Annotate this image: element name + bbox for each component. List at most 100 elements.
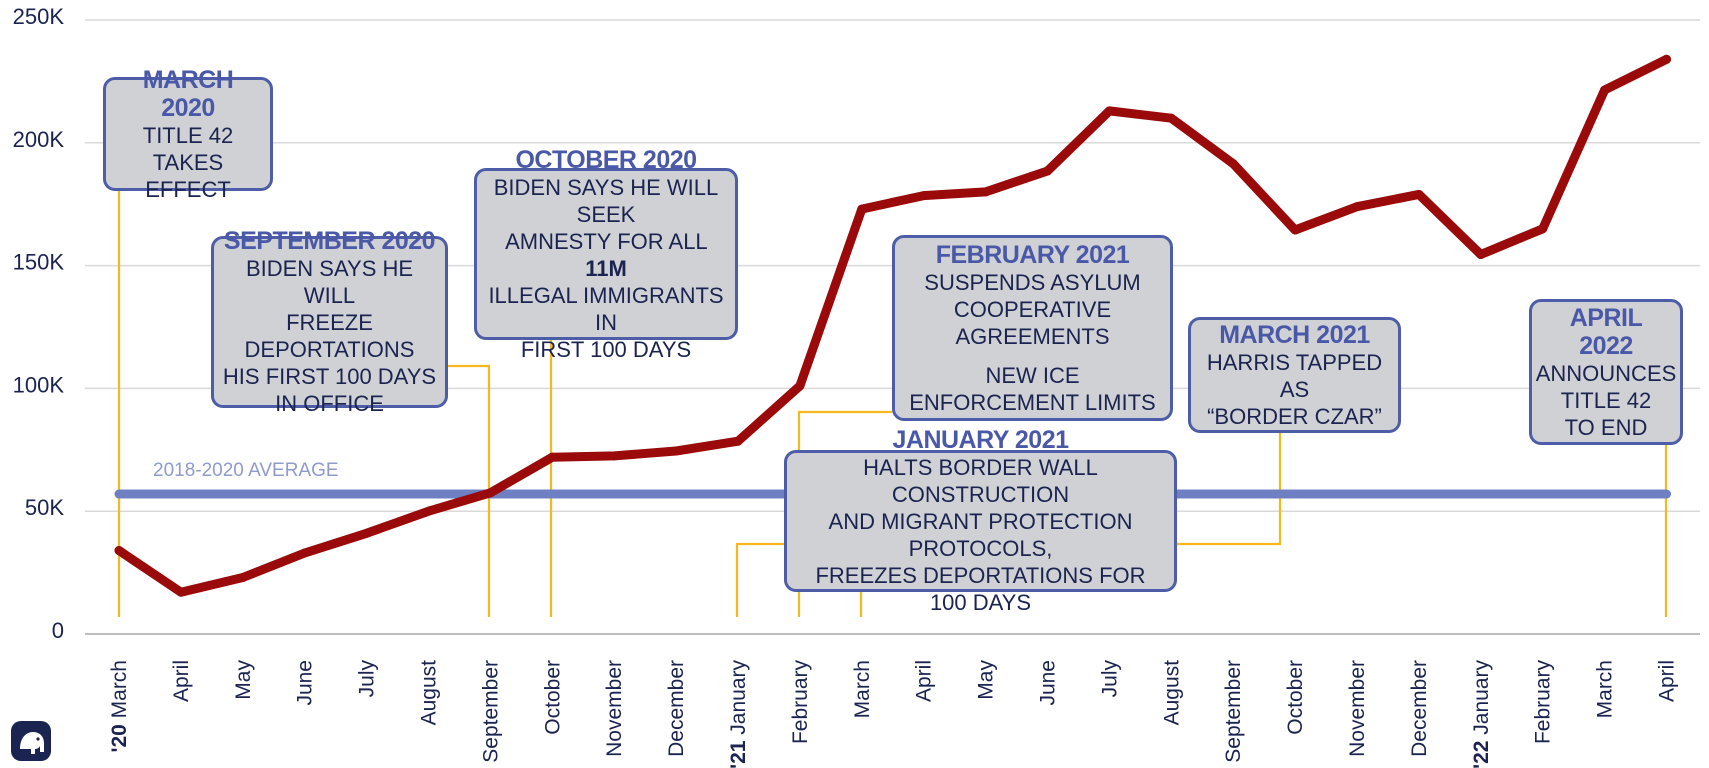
x-tick-label: February (1532, 660, 1555, 745)
data-point (1104, 106, 1114, 116)
x-tick-label: April (170, 660, 193, 702)
annotation-title: SEPTEMBER 2020 (223, 227, 436, 255)
data-point (857, 204, 867, 214)
data-point (114, 545, 124, 555)
x-tick-label: August (418, 660, 441, 726)
y-tick-label: 100K (13, 372, 65, 397)
x-tick-label: '20 March (108, 660, 131, 753)
annotation-line: TAKES EFFECT (145, 149, 231, 202)
annotation-line: HIS FIRST 100 DAYS (222, 364, 437, 389)
annotation-february-2021: FEBRUARY 2021 SUSPENDS ASYLUM COOPERATIV… (892, 235, 1173, 421)
x-tick-month: June (294, 660, 317, 706)
annotation-line: BIDEN SAYS HE WILL (245, 256, 414, 308)
x-tick-month: June (1037, 660, 1060, 706)
x-tick-label: July (356, 660, 379, 698)
annotation-line: NEW ICE (985, 362, 1080, 388)
annotation-march-2020: MARCH 2020 TITLE 42 TAKES EFFECT (103, 66, 273, 202)
y-tick-label: 150K (13, 250, 65, 275)
x-tick-label: May (232, 660, 255, 700)
data-point (1166, 113, 1176, 123)
annotation-line: HARRIS TAPPED AS (1206, 349, 1383, 402)
x-tick-month: April (170, 660, 193, 702)
x-tick-month: February (789, 660, 812, 745)
data-point (919, 191, 929, 201)
y-tick-label: 250K (13, 4, 65, 29)
x-tick-year: '21 (727, 735, 750, 768)
data-point (981, 187, 991, 197)
x-tick-label: February (789, 660, 812, 745)
annotation-line: AMNESTY FOR ALL 11M (485, 228, 727, 282)
data-point (362, 528, 372, 538)
annotation-emphasis: 11M (585, 255, 627, 281)
x-tick-label: October (1284, 660, 1307, 735)
annotation-line: ILLEGAL IMMIGRANTS IN (488, 282, 724, 335)
annotation-line: SUSPENDS ASYLUM (924, 269, 1141, 295)
annotation-line: FIRST 100 DAYS (520, 336, 692, 362)
data-point (609, 451, 619, 461)
x-tick-month: November (603, 660, 626, 757)
data-point (238, 573, 248, 583)
x-tick-month: April (913, 660, 936, 702)
x-tick-label: August (1160, 660, 1183, 726)
data-point (671, 446, 681, 456)
x-tick-month: January (727, 660, 750, 735)
annotation-title: OCTOBER 2020 (515, 145, 697, 174)
x-axis-ticks: '20 March April May June July August September… (108, 660, 1679, 768)
annotation-title: JANUARY 2021 (892, 426, 1069, 454)
x-tick-month: April (1656, 660, 1679, 702)
annotation-line: IN OFFICE (275, 391, 384, 416)
x-tick-month: February (1532, 660, 1555, 745)
x-tick-month: March (108, 660, 131, 718)
x-tick-label: '21 January (727, 660, 750, 768)
data-point (1043, 166, 1052, 176)
annotation-text: AMNESTY FOR ALL (505, 228, 707, 254)
x-tick-label: October (541, 660, 564, 735)
x-tick-month: September (479, 660, 502, 763)
x-tick-label: November (603, 660, 626, 757)
x-tick-month: October (1284, 660, 1307, 735)
x-tick-month: March (851, 660, 874, 718)
y-tick-label: 0 (52, 618, 64, 643)
annotation-october-2020: OCTOBER 2020 BIDEN SAYS HE WILL SEEK AMN… (474, 146, 738, 362)
x-tick-month: September (1222, 660, 1245, 763)
data-point (1662, 54, 1671, 64)
data-point (1414, 189, 1424, 199)
leader-line (1177, 433, 1282, 546)
average-line-label: 2018-2020 AVERAGE (153, 460, 339, 481)
data-point (424, 506, 433, 516)
series-layer (114, 54, 1671, 597)
x-tick-month: November (1346, 660, 1369, 757)
x-tick-month: May (975, 660, 998, 700)
x-tick-month: July (356, 660, 379, 698)
leader-line (735, 542, 784, 617)
annotation-title: APRIL 2022 (1569, 303, 1643, 360)
x-tick-month: December (1408, 660, 1431, 757)
data-point (1290, 225, 1300, 235)
annotation-line: “BORDER CZAR” (1207, 403, 1382, 429)
x-tick-month: March (1594, 660, 1617, 718)
annotation-title: FEBRUARY 2021 (935, 240, 1130, 269)
y-axis-ticks: 0 50K 100K 150K 200K 250K (13, 4, 65, 643)
x-tick-month: July (1098, 660, 1121, 698)
x-tick-label: March (851, 660, 874, 718)
annotation-january-2021: JANUARY 2021 HALTS BORDER WALL CONSTRUCT… (784, 426, 1177, 615)
annotation-line: FREEZE DEPORTATIONS (244, 310, 415, 362)
x-tick-label: May (975, 660, 998, 700)
x-tick-label: November (1346, 660, 1369, 757)
annotation-line: TITLE 42 (1560, 387, 1652, 413)
elephant-logo-icon (11, 721, 51, 761)
annotation-line: AND MIGRANT PROTECTION PROTOCOLS, (828, 509, 1133, 561)
data-point (547, 452, 557, 462)
data-point (795, 381, 805, 391)
x-tick-label: June (294, 660, 317, 706)
data-point (733, 436, 743, 446)
x-tick-label: December (1408, 660, 1431, 757)
x-tick-label: September (479, 660, 502, 763)
data-point (300, 548, 310, 558)
annotation-line: ENFORCEMENT LIMITS (909, 389, 1156, 415)
x-tick-label: March (1594, 660, 1617, 718)
data-point (485, 488, 495, 498)
leader-line (448, 364, 491, 617)
annotation-september-2020: SEPTEMBER 2020 BIDEN SAYS HE WILL FREEZE… (211, 227, 448, 416)
